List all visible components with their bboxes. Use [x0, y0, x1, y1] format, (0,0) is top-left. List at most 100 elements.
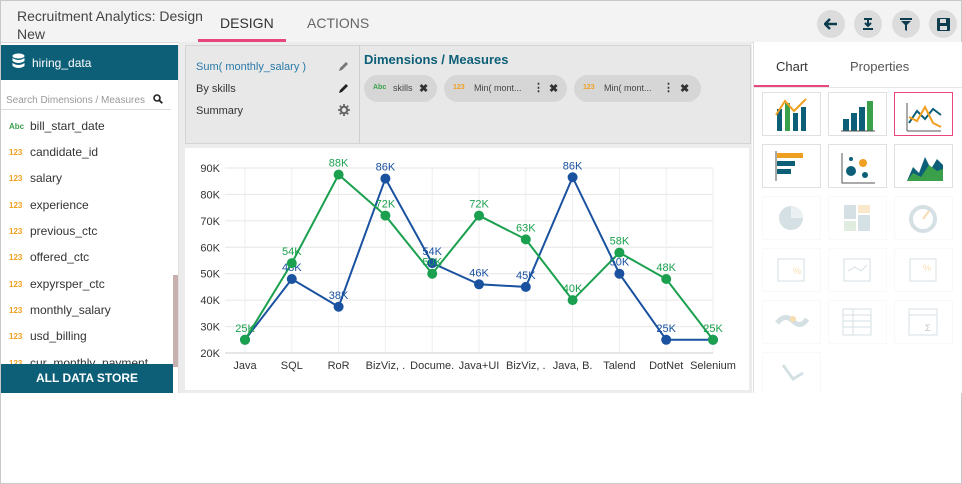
- data-point[interactable]: [520, 281, 531, 292]
- data-label: 88K: [329, 158, 349, 170]
- data-point[interactable]: [286, 258, 297, 269]
- field-item[interactable]: 123 salary: [1, 167, 171, 193]
- field-item[interactable]: 123 offered_ctc: [1, 246, 171, 272]
- tab-divider: [754, 87, 962, 88]
- field-item[interactable]: Abc bill_start_date: [1, 115, 171, 141]
- number-type-icon: 123: [9, 253, 23, 262]
- field-name: salary: [30, 171, 63, 185]
- field-item[interactable]: 123 previous_ctc: [1, 220, 171, 246]
- data-point[interactable]: [333, 301, 344, 312]
- edit-icon[interactable]: [338, 82, 350, 94]
- all-data-store-button[interactable]: ALL DATA STORE: [1, 364, 173, 393]
- x-tick-label: Selenium: [690, 360, 736, 372]
- field-item[interactable]: 123 expyrsper_ctc: [1, 273, 171, 299]
- y-tick-label: 30K: [200, 322, 220, 334]
- field-item[interactable]: 123 cur_monthly_payment: [1, 352, 171, 365]
- data-point[interactable]: [661, 334, 672, 345]
- save-button[interactable]: [929, 10, 957, 38]
- data-point[interactable]: [661, 274, 672, 284]
- data-label: 58K: [610, 236, 630, 248]
- field-name: offered_ctc: [30, 250, 90, 264]
- line-chart[interactable]: 20K 30K 40K 50K 60K 70K 80K 90K Java SQL RoR BizViz…: [185, 148, 749, 390]
- data-label: 54K: [282, 246, 302, 258]
- export-button[interactable]: [854, 10, 882, 38]
- x-tick-label: Java: [233, 360, 257, 372]
- close-icon[interactable]: ✖: [419, 83, 429, 95]
- measure-chip[interactable]: 123 Min( mont... ⋮ ✖: [574, 75, 701, 102]
- data-point[interactable]: [333, 169, 344, 180]
- measure-chip[interactable]: 123 Min( mont... ⋮ ✖: [444, 75, 567, 102]
- treemap-icon[interactable]: [828, 196, 887, 240]
- field-item[interactable]: 123 experience: [1, 194, 171, 220]
- data-point[interactable]: [474, 210, 484, 221]
- data-point[interactable]: [474, 279, 484, 290]
- tab-properties[interactable]: Properties: [850, 59, 910, 74]
- data-point[interactable]: [520, 234, 531, 245]
- percent-kpi-icon[interactable]: %: [894, 248, 953, 292]
- field-name: bill_start_date: [30, 119, 105, 133]
- svg-text:%: %: [923, 263, 931, 273]
- y-tick-label: 50K: [200, 269, 220, 281]
- scrollbar-thumb[interactable]: [173, 275, 178, 367]
- data-point[interactable]: [427, 258, 438, 269]
- more-options-icon[interactable]: ⋮: [663, 82, 674, 94]
- column-chart-icon[interactable]: [828, 92, 887, 136]
- summary-item[interactable]: Summary: [196, 105, 244, 117]
- horizontal-bar-icon[interactable]: [762, 144, 821, 188]
- dimension-chip[interactable]: Abc skills ✖: [364, 75, 437, 102]
- field-item[interactable]: 123 candidate_id: [1, 141, 171, 167]
- data-point[interactable]: [614, 247, 625, 258]
- area-chart-icon[interactable]: [894, 144, 953, 188]
- field-item[interactable]: 123 monthly_salary: [1, 299, 171, 325]
- data-point[interactable]: [427, 268, 438, 279]
- map-icon[interactable]: [762, 300, 821, 344]
- gauge-icon[interactable]: [894, 196, 953, 240]
- scrollbar-track[interactable]: [173, 115, 178, 365]
- x-tick-label: SQL: [281, 360, 303, 372]
- data-label: 45K: [516, 270, 536, 282]
- data-point[interactable]: [286, 274, 297, 284]
- edit-icon[interactable]: [338, 60, 350, 72]
- close-icon[interactable]: ✖: [680, 83, 690, 95]
- data-point[interactable]: [380, 173, 391, 184]
- tab-chart[interactable]: Chart: [776, 59, 808, 74]
- back-arrow-icon: [824, 18, 837, 30]
- export-icon: [863, 18, 873, 30]
- measure-item[interactable]: Sum( monthly_salary ): [196, 61, 307, 73]
- more-options-icon[interactable]: ⋮: [533, 82, 544, 94]
- close-icon[interactable]: ✖: [549, 83, 559, 95]
- tab-design[interactable]: DESIGN: [220, 15, 274, 31]
- empty-area: [1, 393, 961, 483]
- data-point[interactable]: [614, 268, 625, 279]
- trend-kpi-icon[interactable]: [828, 248, 887, 292]
- chart-card: 20K 30K 40K 50K 60K 70K 80K 90K Java SQL RoR BizViz…: [185, 148, 749, 390]
- summary-table-icon[interactable]: Σ: [894, 300, 953, 344]
- line-chart-icon[interactable]: [894, 92, 953, 136]
- dimension-item[interactable]: By skills: [196, 83, 236, 95]
- kpi-icon[interactable]: %: [762, 248, 821, 292]
- bubble-chart-icon[interactable]: [828, 144, 887, 188]
- data-point[interactable]: [240, 334, 250, 345]
- grid-table-icon[interactable]: [828, 300, 887, 344]
- filter-button[interactable]: [892, 10, 920, 38]
- field-item[interactable]: 123 usd_billing: [1, 325, 171, 351]
- field-name: expyrsper_ctc: [30, 277, 105, 291]
- pie-chart-icon[interactable]: [762, 196, 821, 240]
- back-button[interactable]: [817, 10, 845, 38]
- dataset-header[interactable]: hiring_data: [1, 45, 178, 80]
- data-point[interactable]: [708, 334, 718, 345]
- search-icon[interactable]: [153, 94, 163, 104]
- data-point[interactable]: [567, 172, 578, 183]
- search-field[interactable]: Search Dimensions / Measures: [1, 91, 171, 110]
- chart-type-panel: Chart Properties %: [753, 42, 962, 396]
- data-point[interactable]: [380, 210, 391, 221]
- gear-icon[interactable]: [338, 104, 350, 116]
- y-tick-label: 80K: [200, 189, 220, 201]
- bar-line-icon[interactable]: [762, 92, 821, 136]
- data-point[interactable]: [567, 295, 578, 306]
- config-list: Sum( monthly_salary ) By skills Summary: [186, 46, 360, 143]
- tree-icon[interactable]: [762, 352, 821, 396]
- tab-actions[interactable]: ACTIONS: [307, 15, 370, 31]
- number-type-icon: 123: [9, 148, 23, 157]
- data-label: 72K: [376, 199, 396, 211]
